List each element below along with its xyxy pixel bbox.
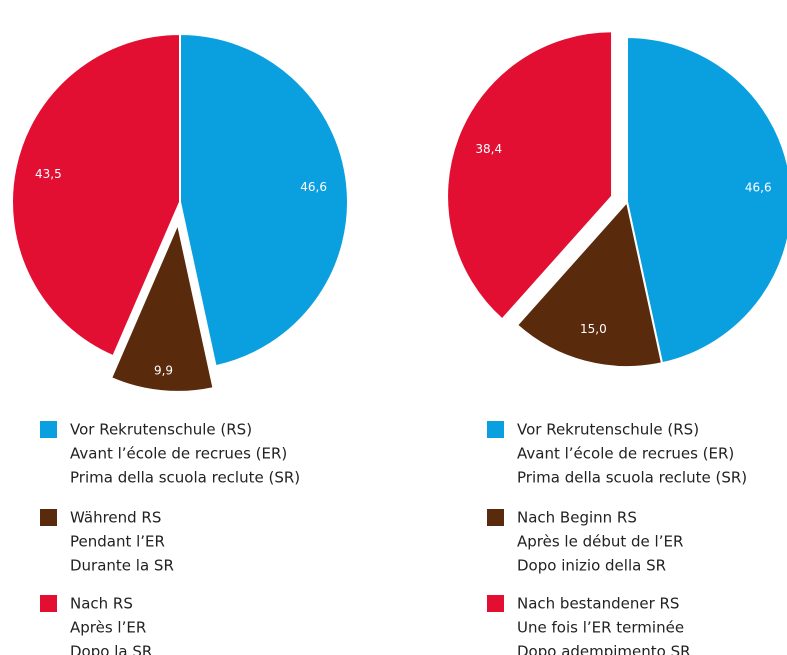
slice-label: 38,4 bbox=[475, 142, 502, 156]
slice-label: 9,9 bbox=[154, 364, 173, 378]
legend-label: Prima della scuola reclute (SR) bbox=[70, 469, 300, 487]
legend-label: Dopo adempimento SR bbox=[517, 643, 691, 655]
pie-slice bbox=[109, 220, 215, 393]
legend-swatch bbox=[40, 421, 57, 438]
legend-swatch bbox=[40, 509, 57, 526]
legend-swatch bbox=[40, 595, 57, 612]
legend-label: Après le début de l’ER bbox=[517, 533, 683, 551]
legend-label: Une fois l’ER terminée bbox=[517, 619, 684, 637]
legend-label: Dopo la SR bbox=[70, 643, 152, 655]
legend-swatch bbox=[487, 509, 504, 526]
legend-label: Avant l’école de recrues (ER) bbox=[517, 445, 734, 463]
legend-label: Vor Rekrutenschule (RS) bbox=[70, 421, 252, 439]
legend-swatch bbox=[487, 421, 504, 438]
pie-slice bbox=[11, 32, 181, 358]
legend-label: Pendant l’ER bbox=[70, 533, 165, 551]
pie-slice bbox=[626, 35, 787, 365]
legend-label: Prima della scuola reclute (SR) bbox=[517, 469, 747, 487]
pie-slice bbox=[179, 32, 349, 368]
legend-label: Während RS bbox=[70, 509, 161, 527]
legend-swatch bbox=[487, 595, 504, 612]
legend-label: Vor Rekrutenschule (RS) bbox=[517, 421, 699, 439]
legend-label: Nach bestandener RS bbox=[517, 595, 679, 613]
legend-label: Nach RS bbox=[70, 595, 133, 613]
legend-label: Nach Beginn RS bbox=[517, 509, 637, 527]
slice-label: 46,6 bbox=[745, 180, 772, 194]
legend-label: Après l’ER bbox=[70, 619, 146, 637]
pie-slice bbox=[446, 30, 614, 321]
pie-slice bbox=[515, 199, 664, 368]
legend-label: Avant l’école de recrues (ER) bbox=[70, 445, 287, 463]
slice-label: 43,5 bbox=[35, 167, 62, 181]
legend-label: Dopo inizio della SR bbox=[517, 557, 666, 575]
legend-label: Durante la SR bbox=[70, 557, 174, 575]
slice-label: 15,0 bbox=[580, 322, 607, 336]
slice-label: 46,6 bbox=[300, 180, 327, 194]
